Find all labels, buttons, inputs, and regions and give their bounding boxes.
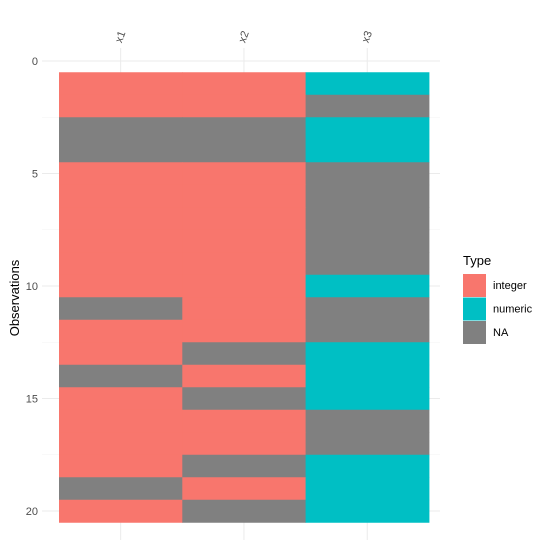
heatmap-cell bbox=[182, 162, 307, 186]
heatmap-cell bbox=[305, 364, 430, 388]
x-tick-labels: x1 x2 x3 bbox=[113, 29, 375, 44]
heatmap-cell bbox=[59, 297, 183, 321]
heatmap-cell bbox=[59, 72, 183, 96]
heatmap-cell bbox=[305, 72, 430, 96]
heatmap-cell bbox=[305, 454, 430, 478]
y-tick-labels: 0 5 10 15 20 bbox=[26, 56, 38, 518]
heatmap-cell bbox=[182, 432, 307, 456]
heatmap-cell bbox=[182, 229, 307, 253]
x-tick-label: x2 bbox=[237, 29, 252, 44]
heatmap-cell bbox=[305, 387, 430, 411]
y-tick-label: 15 bbox=[26, 394, 38, 406]
x-tick-label: x3 bbox=[360, 29, 375, 44]
y-tick-label: 10 bbox=[26, 281, 38, 293]
legend-key-na bbox=[463, 321, 486, 344]
heatmap-cell bbox=[182, 387, 307, 411]
heatmap-cell bbox=[305, 162, 430, 186]
heatmap-cell bbox=[182, 342, 307, 366]
heatmap-cell bbox=[182, 319, 307, 343]
legend-key-integer bbox=[463, 274, 486, 297]
heatmap-cell bbox=[305, 342, 430, 366]
heatmap-cell bbox=[182, 409, 307, 433]
y-tick-label: 5 bbox=[32, 169, 38, 181]
heatmap-cell bbox=[305, 207, 430, 231]
heatmap-cell bbox=[305, 139, 430, 163]
heatmap-cell bbox=[182, 184, 307, 208]
heatmap-cell bbox=[182, 364, 307, 388]
heatmap-cell bbox=[305, 297, 430, 321]
heatmap-cell bbox=[59, 432, 183, 456]
heatmap-cell bbox=[305, 184, 430, 208]
heatmap-cell bbox=[305, 274, 430, 298]
heatmap-cell bbox=[182, 454, 307, 478]
heatmap-cell bbox=[59, 364, 183, 388]
heatmap-cell bbox=[59, 162, 183, 186]
heatmap-cell bbox=[59, 477, 183, 501]
heatmap-cell bbox=[305, 499, 430, 523]
heatmap-cell bbox=[59, 207, 183, 231]
heatmap-cell bbox=[305, 252, 430, 276]
heatmap-cell bbox=[182, 117, 307, 141]
legend-label: integer bbox=[493, 280, 527, 292]
heatmap-cell bbox=[59, 454, 183, 478]
legend: Type integer numeric NA bbox=[463, 253, 533, 344]
heatmap-cell bbox=[59, 387, 183, 411]
heatmap-cell bbox=[305, 117, 430, 141]
heatmap-cell bbox=[182, 274, 307, 298]
heatmap-cell bbox=[59, 184, 183, 208]
heatmap-cell bbox=[59, 117, 183, 141]
legend-label: NA bbox=[493, 327, 509, 339]
heatmap-cell bbox=[59, 342, 183, 366]
heatmap-cell bbox=[59, 139, 183, 163]
heatmap-cell bbox=[305, 432, 430, 456]
heatmap-cell bbox=[59, 499, 183, 523]
heatmap-cells bbox=[59, 72, 430, 523]
heatmap-cell bbox=[305, 94, 430, 118]
heatmap-cell bbox=[59, 409, 183, 433]
heatmap-cell bbox=[59, 319, 183, 343]
heatmap-cell bbox=[59, 94, 183, 118]
heatmap-cell bbox=[182, 499, 307, 523]
heatmap-cell bbox=[182, 139, 307, 163]
heatmap-cell bbox=[182, 94, 307, 118]
heatmap-cell bbox=[305, 477, 430, 501]
heatmap-cell bbox=[59, 274, 183, 298]
y-axis-title: Observations bbox=[7, 259, 22, 336]
heatmap-cell bbox=[182, 252, 307, 276]
y-tick-label: 20 bbox=[26, 506, 38, 518]
legend-key-numeric bbox=[463, 297, 486, 321]
heatmap-cell bbox=[182, 72, 307, 96]
legend-title: Type bbox=[463, 253, 491, 268]
heatmap-cell bbox=[182, 207, 307, 231]
heatmap-cell bbox=[182, 297, 307, 321]
heatmap-cell bbox=[305, 229, 430, 253]
legend-label: numeric bbox=[493, 304, 533, 316]
heatmap-cell bbox=[59, 252, 183, 276]
x-tick-label: x1 bbox=[113, 29, 128, 44]
heatmap-cell bbox=[182, 477, 307, 501]
y-tick-label: 0 bbox=[32, 56, 38, 68]
heatmap-cell bbox=[305, 409, 430, 433]
heatmap-cell bbox=[59, 229, 183, 253]
heatmap-cell bbox=[305, 319, 430, 343]
